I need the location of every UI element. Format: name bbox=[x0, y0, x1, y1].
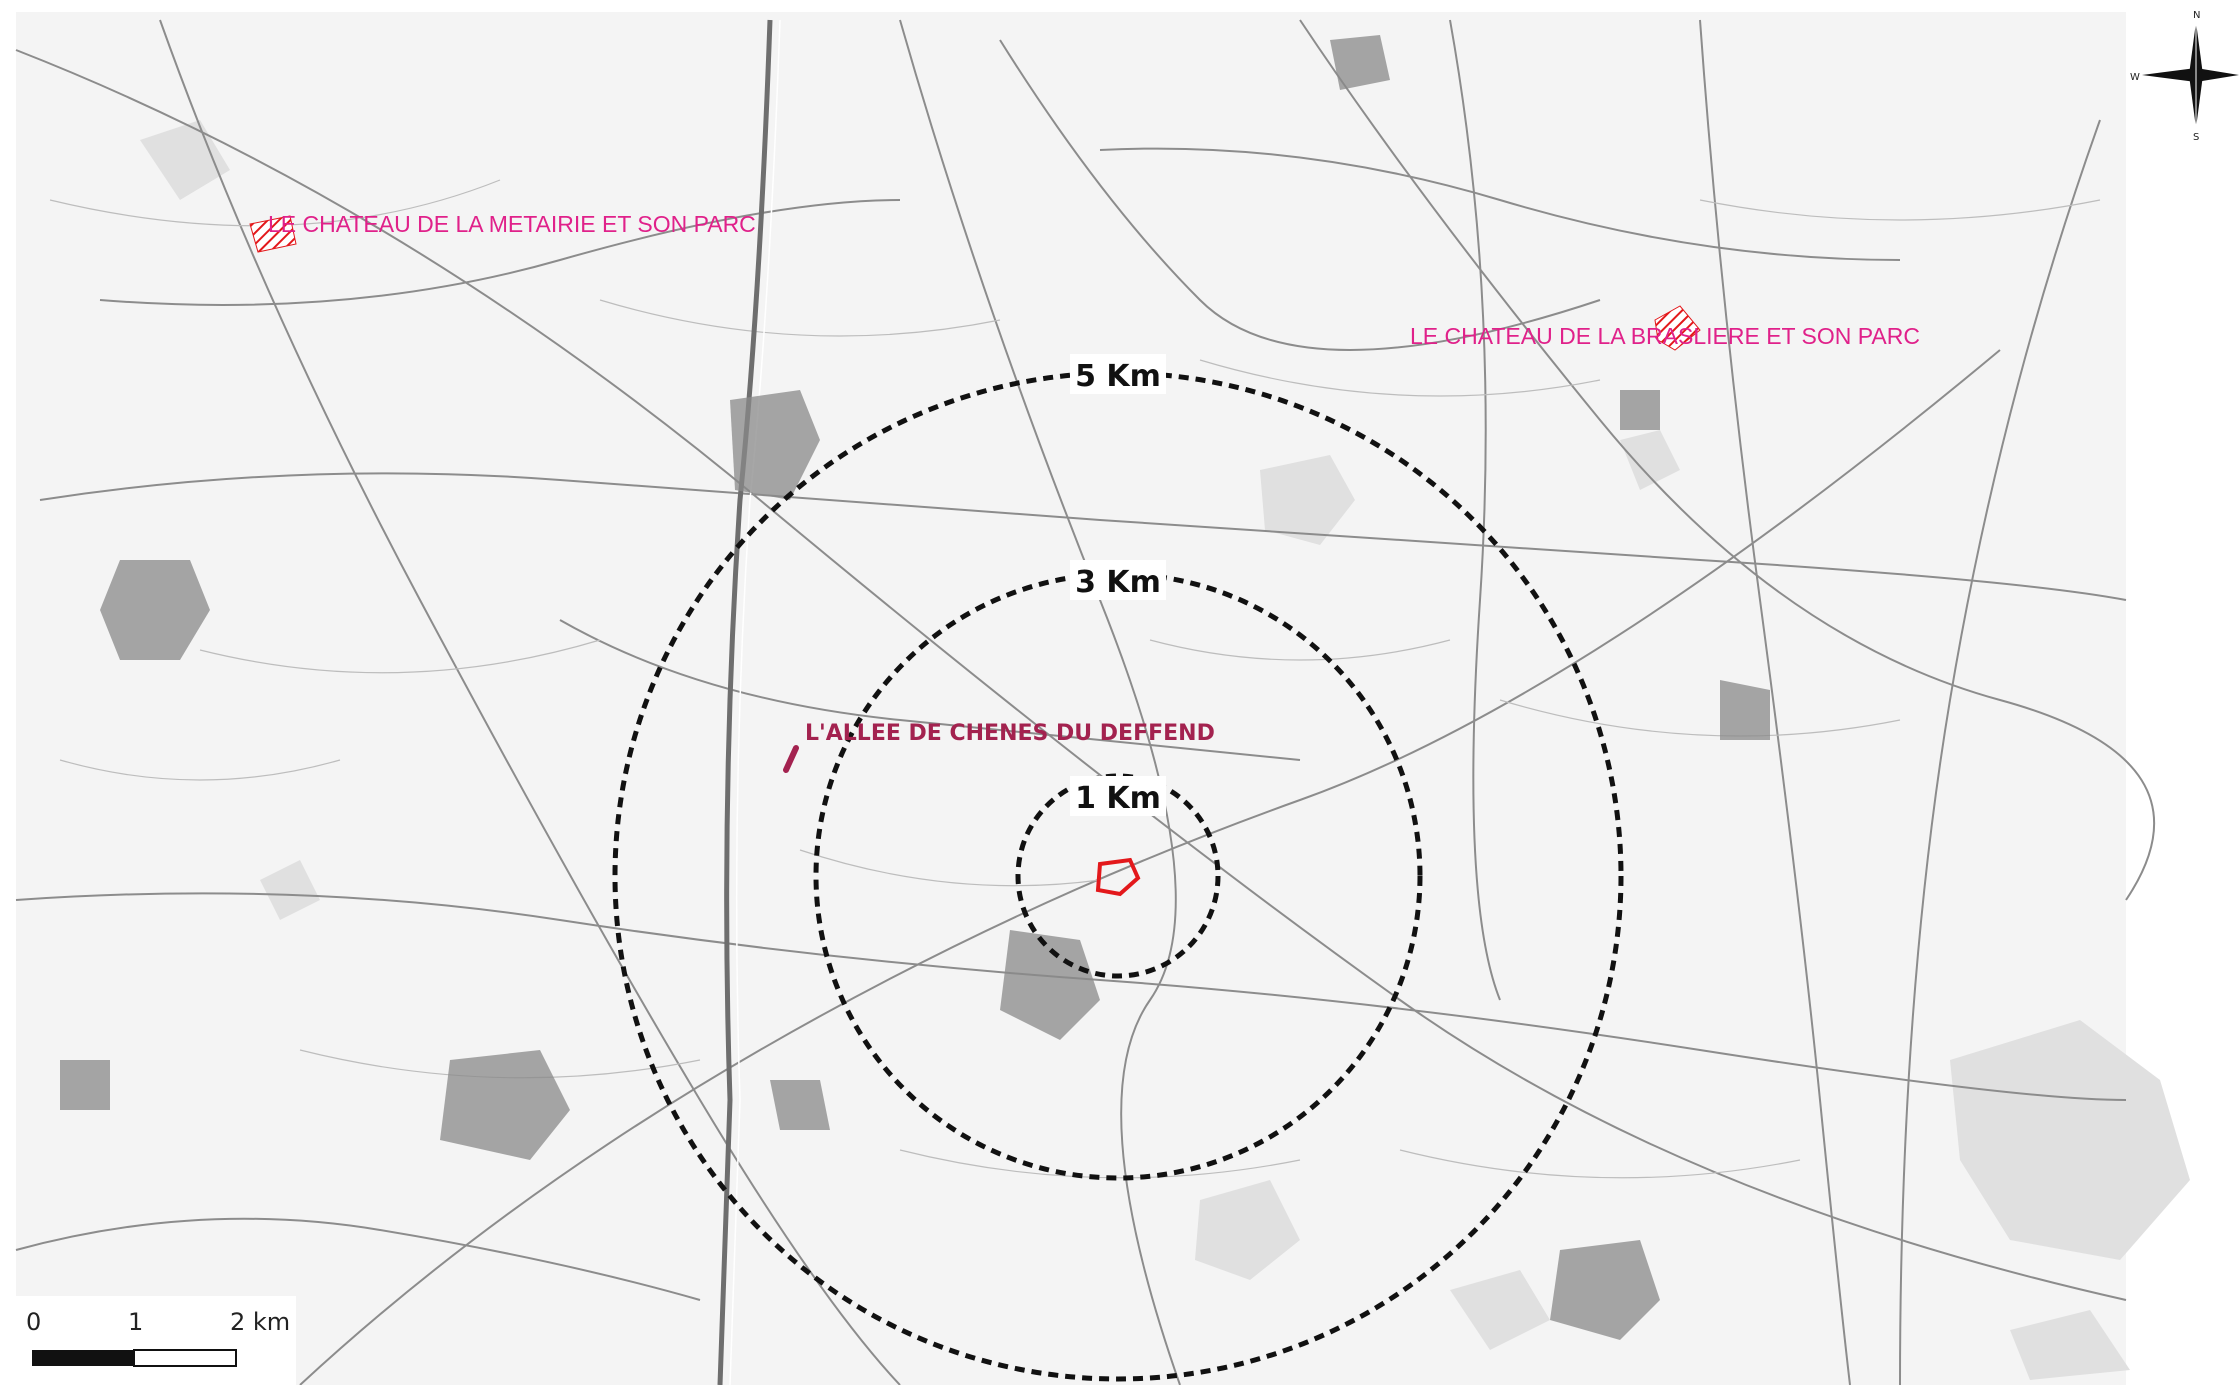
ring-3km-label: 3 Km bbox=[1075, 565, 1161, 600]
ring-1km-label: 1 Km bbox=[1075, 781, 1161, 816]
site-label-brasliere: LE CHATEAU DE LA BRASLIERE ET SON PARC bbox=[1410, 323, 1920, 349]
road-network bbox=[15, 19, 2156, 1385]
heritage-site-allee[interactable]: L'ALLEE DE CHENES DU DEFFEND bbox=[783, 721, 1215, 773]
scale-tick-1: 1 bbox=[128, 1308, 143, 1336]
ring-labels: 1 Km 3 Km 5 Km bbox=[1070, 354, 1166, 816]
compass-rose: N W S bbox=[2130, 10, 2239, 143]
site-label-metairie: LE CHATEAU DE LA METAIRIE ET SON PARC bbox=[268, 211, 756, 237]
site-label-allee: L'ALLEE DE CHENES DU DEFFEND bbox=[805, 721, 1215, 746]
motorway bbox=[717, 19, 773, 1385]
heritage-site-brasliere[interactable]: LE CHATEAU DE LA BRASLIERE ET SON PARC bbox=[1410, 305, 1920, 351]
compass-n: N bbox=[2193, 10, 2200, 21]
compass-w: W bbox=[2130, 72, 2140, 83]
basemap-area bbox=[16, 12, 2126, 1385]
towns bbox=[60, 35, 1770, 1340]
scale-tick-2: 2 km bbox=[230, 1308, 290, 1336]
ring-5km-label: 5 Km bbox=[1075, 359, 1161, 394]
compass-s: S bbox=[2193, 132, 2199, 143]
heritage-site-metairie[interactable]: LE CHATEAU DE LA METAIRIE ET SON PARC bbox=[249, 211, 756, 253]
scale-tick-0: 0 bbox=[26, 1308, 41, 1336]
ring-1km bbox=[1015, 773, 1221, 979]
woodland-patches bbox=[140, 120, 2190, 1380]
minor-roads bbox=[49, 179, 2101, 1179]
scale-bar: 0 1 2 km bbox=[10, 1296, 296, 1385]
project-site-outline[interactable] bbox=[1095, 857, 1141, 897]
ring-3km bbox=[813, 571, 1423, 1181]
